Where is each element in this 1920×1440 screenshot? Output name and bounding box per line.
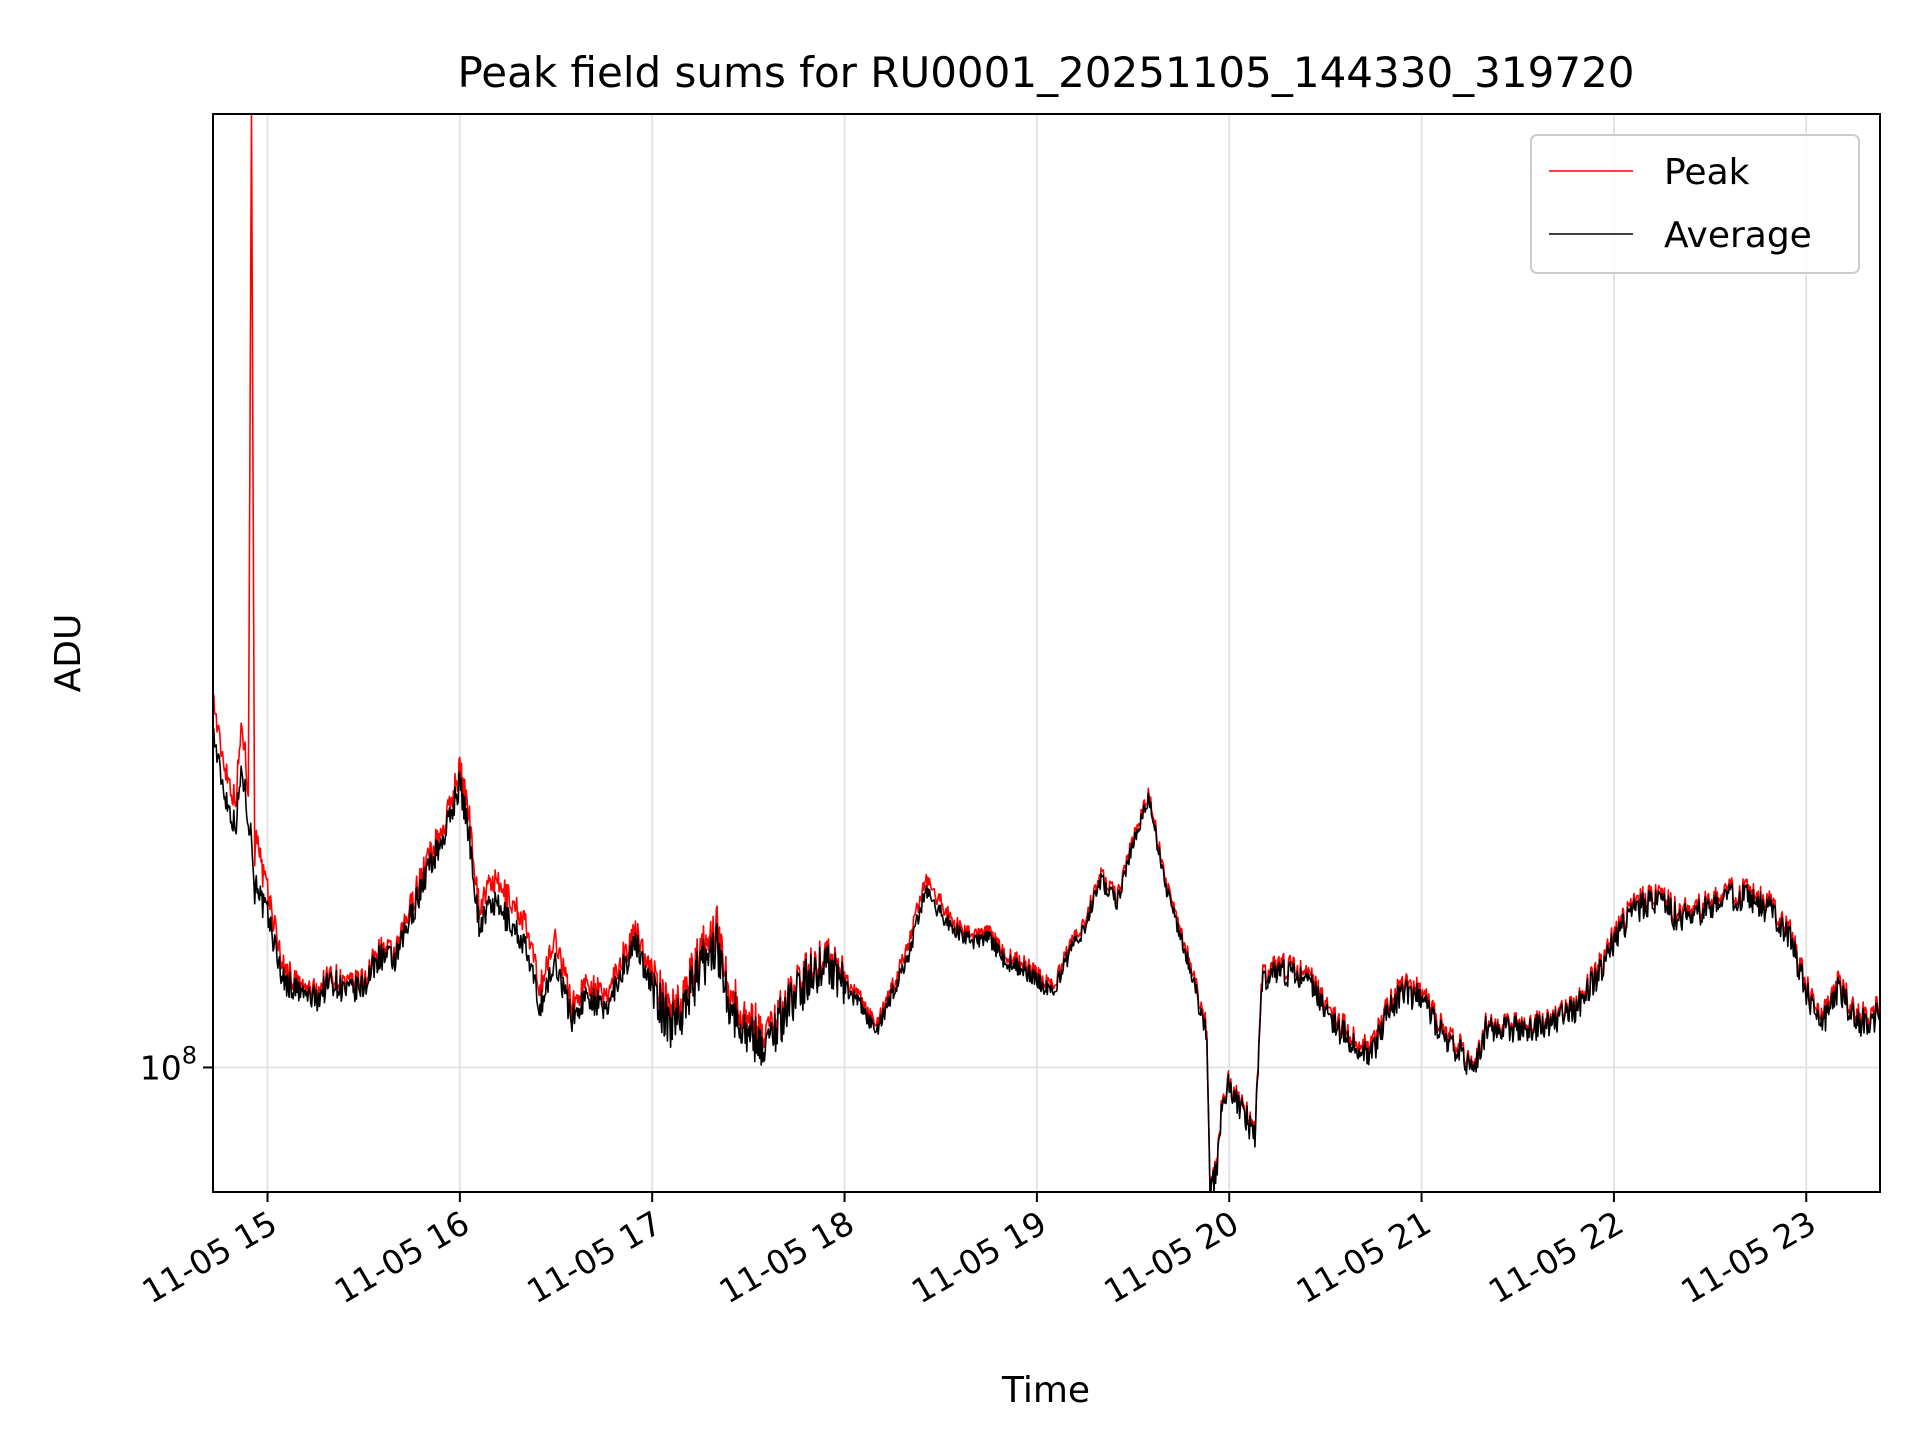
y-tick-exponent: 8 xyxy=(182,1041,197,1069)
y-tick-base: 10 xyxy=(140,1048,182,1087)
series-line-average xyxy=(213,728,1880,1192)
y-axis-label: ADU xyxy=(48,614,89,693)
plot-frame xyxy=(212,113,1881,1193)
grid-lines xyxy=(213,114,1880,1192)
x-axis-label: Time xyxy=(1001,1370,1090,1411)
legend-box xyxy=(1530,134,1860,274)
chart-title: Peak field sums for RU0001_20251105_1443… xyxy=(457,48,1634,97)
legend-label: Peak xyxy=(1664,152,1750,193)
series-layer xyxy=(213,114,1880,1192)
legend-label: Average xyxy=(1664,215,1812,256)
y-tick-label: 108 xyxy=(140,1041,197,1087)
y-axis: 108 xyxy=(140,1041,213,1087)
legend: Peak Average xyxy=(1530,134,1860,274)
